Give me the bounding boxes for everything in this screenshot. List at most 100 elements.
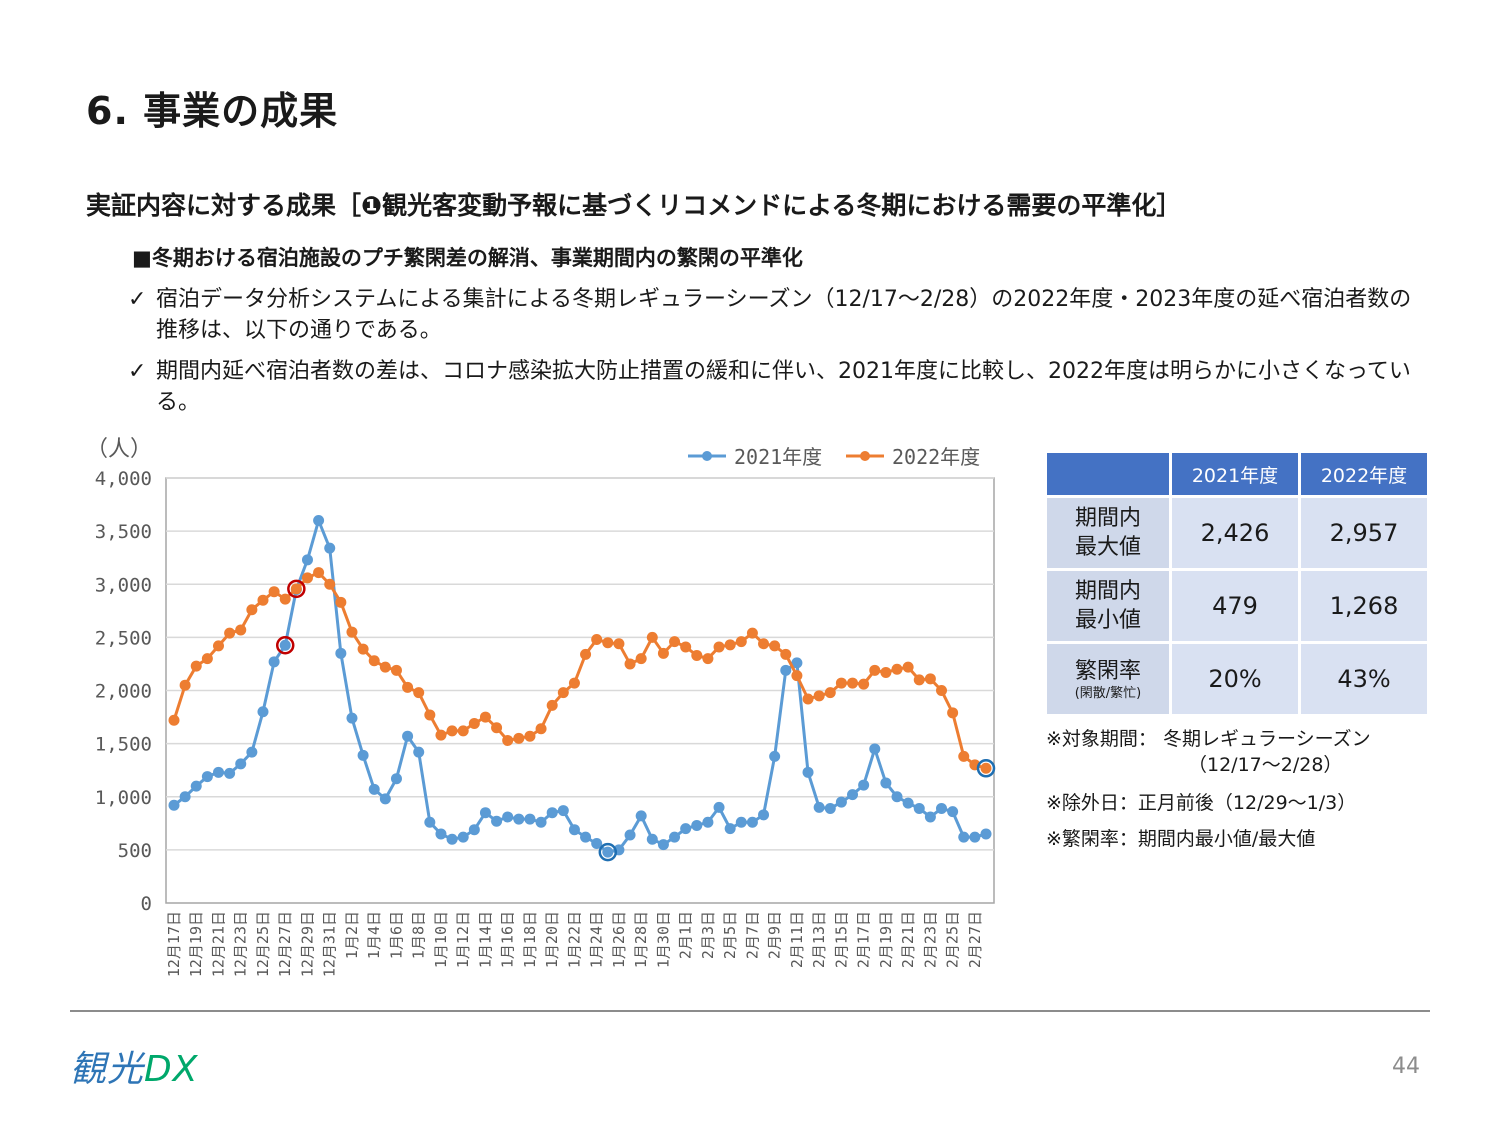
y-tick-label: 0 xyxy=(141,893,152,915)
note-period-label: ※対象期間： xyxy=(1046,728,1157,750)
data-point xyxy=(502,811,514,823)
data-point xyxy=(246,746,258,758)
x-tick-label: 12月17日 xyxy=(165,911,183,977)
y-tick-label: 2,500 xyxy=(95,627,152,649)
data-point xyxy=(657,647,669,659)
data-point xyxy=(524,813,536,825)
data-point xyxy=(468,717,480,729)
data-point xyxy=(924,811,936,823)
data-point xyxy=(479,711,491,723)
data-point xyxy=(669,636,681,648)
table-header-row: 2021年度 2022年度 xyxy=(1047,453,1427,495)
table-row: 繁閑率 (閑散/繁忙) 20% 43% xyxy=(1047,644,1427,714)
data-point xyxy=(980,762,992,774)
data-point xyxy=(891,663,903,675)
highlight-ring xyxy=(976,759,996,778)
data-point xyxy=(902,797,914,809)
x-tick-label: 2月5日 xyxy=(721,911,739,959)
x-tick-label: 1月24日 xyxy=(588,911,606,968)
data-point xyxy=(880,777,892,789)
data-point xyxy=(424,709,436,721)
data-point xyxy=(913,802,925,814)
data-point xyxy=(691,649,703,661)
data-point xyxy=(535,816,547,828)
data-point xyxy=(257,594,269,606)
x-tick-label: 2月23日 xyxy=(921,911,939,968)
data-point xyxy=(457,831,469,843)
x-tick-label: 1月26日 xyxy=(610,911,628,968)
data-point xyxy=(201,771,213,783)
y-tick-label: 2,000 xyxy=(95,681,152,703)
data-point xyxy=(335,647,347,659)
data-point xyxy=(479,807,491,819)
note-ratio: ※繁閑率：期間内最小値/最大値 xyxy=(1046,828,1316,850)
data-point xyxy=(212,640,224,652)
check-icon: ✓ xyxy=(128,287,147,312)
data-point xyxy=(368,655,380,667)
data-point xyxy=(457,725,469,737)
data-point xyxy=(235,758,247,770)
data-point xyxy=(947,707,959,719)
page-number: 44 xyxy=(1392,1054,1420,1079)
data-point xyxy=(357,749,369,761)
data-point xyxy=(513,732,525,744)
data-point xyxy=(413,687,425,699)
data-point xyxy=(791,670,803,682)
data-point xyxy=(268,586,280,598)
x-tick-label: 2月19日 xyxy=(877,911,895,968)
data-point xyxy=(546,807,558,819)
table-row: 期間内 最大値 2,426 2,957 xyxy=(1047,498,1427,568)
data-point xyxy=(513,813,525,825)
data-point xyxy=(324,542,336,554)
x-tick-label: 1月30日 xyxy=(654,911,672,968)
row-label-line1: 期間内 xyxy=(1074,506,1141,531)
data-point xyxy=(335,596,347,608)
data-point xyxy=(880,666,892,678)
data-point xyxy=(235,624,247,636)
x-tick-label: 12月25日 xyxy=(254,911,272,977)
x-tick-label: 2月21日 xyxy=(899,911,917,968)
data-point xyxy=(190,660,202,672)
legend-label-2021: 2021年度 xyxy=(734,445,822,469)
cell-max-2021: 2,426 xyxy=(1172,498,1298,568)
summary-table: 2021年度 2022年度 期間内 最大値 2,426 2,957 期間内 最小… xyxy=(1044,450,1430,717)
cell-min-2022: 1,268 xyxy=(1301,571,1427,641)
data-point xyxy=(624,829,636,841)
column-header-2021: 2021年度 xyxy=(1172,453,1298,495)
data-point xyxy=(824,687,836,699)
row-header-min: 期間内 最小値 xyxy=(1047,571,1169,641)
x-tick-label: 1月4日 xyxy=(365,911,383,959)
table-row: 期間内 最小値 479 1,268 xyxy=(1047,571,1427,641)
data-point xyxy=(835,796,847,808)
line-chart: 05001,0001,5002,0002,5003,0003,5004,000 … xyxy=(86,437,996,977)
x-tick-label: 2月27日 xyxy=(966,911,984,968)
data-point xyxy=(724,823,736,835)
data-point xyxy=(791,657,803,669)
data-point xyxy=(402,730,414,742)
column-header-2022: 2022年度 xyxy=(1301,453,1427,495)
data-point xyxy=(702,816,714,828)
row-header-max: 期間内 最大値 xyxy=(1047,498,1169,568)
x-tick-label: 2月17日 xyxy=(855,911,873,968)
data-point xyxy=(858,779,870,791)
note-period: ※対象期間： 冬期レギュラーシーズン xyxy=(1046,724,1371,751)
bullet-text: 期間内延べ宿泊者数の差は、コロナ感染拡大防止措置の緩和に伴い、2021年度に比較… xyxy=(156,359,1411,415)
data-point xyxy=(746,816,758,828)
y-unit-label: （人） xyxy=(86,437,152,462)
bullet-item: ✓ 期間内延べ宿泊者数の差は、コロナ感染拡大防止措置の緩和に伴い、2021年度に… xyxy=(128,356,1428,418)
data-point xyxy=(168,799,180,811)
x-tick-label: 12月21日 xyxy=(209,911,227,977)
data-point xyxy=(257,706,269,718)
data-point xyxy=(891,791,903,803)
data-point xyxy=(669,831,681,843)
data-point xyxy=(568,677,580,689)
x-tick-label: 1月12日 xyxy=(454,911,472,968)
x-tick-label: 12月19日 xyxy=(187,911,205,977)
x-tick-label: 2月1日 xyxy=(677,911,695,959)
x-tick-label: 2月9日 xyxy=(766,911,784,959)
x-tick-label: 12月29日 xyxy=(298,911,316,977)
data-point xyxy=(813,690,825,702)
data-point xyxy=(902,661,914,673)
cell-ratio-2021: 20% xyxy=(1172,644,1298,714)
legend-marker-2022 xyxy=(860,451,870,461)
